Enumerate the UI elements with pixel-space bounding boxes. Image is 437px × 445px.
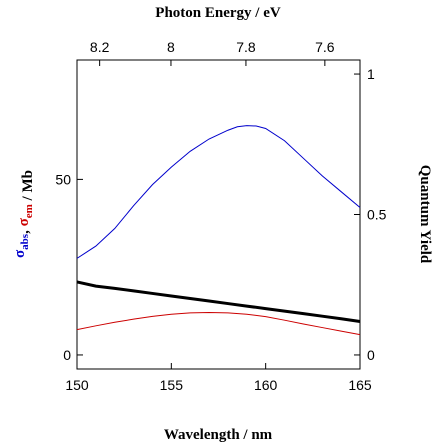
left-axis-title-part: σ [12,249,28,258]
y-right-tick-label: 1 [367,66,375,82]
series-line-1 [76,311,361,336]
x-tick-label: 160 [254,377,278,393]
top-axis-title: Photon Energy / eV [155,5,281,21]
left-axis-title-part: , [16,226,32,234]
left-axis-title-subscript: em [23,204,35,218]
left-axis-title-part: σ [16,217,32,226]
top-tick-label: 8 [167,39,175,55]
top-tick-label: 8.2 [90,39,110,55]
x-tick-label: 150 [65,377,89,393]
series-layer [76,125,361,336]
x-tick-label: 155 [160,377,184,393]
x-tick-label: 165 [348,377,372,393]
y-left-tick-label: 0 [63,347,71,363]
top-tick-label: 7.6 [315,39,335,55]
top-tick-label: 7.8 [236,39,256,55]
plot-frame [76,59,361,370]
left-axis-title-part: / Mb [20,170,36,204]
series-line-2 [76,280,361,324]
y-right-tick-label: 0.5 [367,207,387,223]
ticks-layer: 150 155 160 165 8.2 8 7.8 7.6 0 50 0 0.5 1 [55,39,386,393]
series-line-0 [76,125,361,259]
y-right-tick-label: 0 [367,347,375,363]
left-axis-title-subscript: abs [19,233,31,250]
x-axis-title: Wavelength / nm [164,427,273,443]
left-axis-title: σabs, σem / Mb [12,170,36,258]
right-axis-title: Quantum Yield [417,165,433,264]
y-left-tick-label: 50 [55,171,71,187]
